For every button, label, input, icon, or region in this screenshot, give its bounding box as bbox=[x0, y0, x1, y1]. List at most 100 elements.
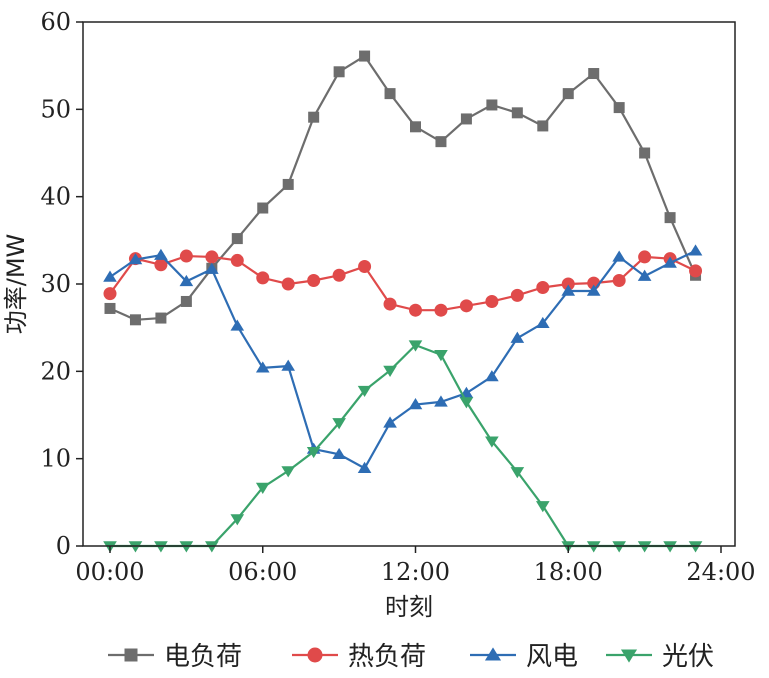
data-point-triangle-down bbox=[434, 350, 448, 362]
x-tick-label: 18:00 bbox=[534, 558, 603, 586]
data-point-square bbox=[460, 113, 472, 125]
data-point-triangle-up bbox=[332, 447, 346, 460]
data-point-triangle-up bbox=[637, 269, 652, 281]
data-point-circle bbox=[358, 260, 372, 274]
data-point-circle bbox=[332, 268, 346, 282]
data-point-triangle-up bbox=[612, 250, 626, 262]
data-point-triangle-up bbox=[561, 284, 576, 296]
data-point-square bbox=[639, 147, 651, 159]
data-point-square bbox=[104, 302, 116, 314]
data-point-triangle-up bbox=[255, 361, 270, 373]
legend: 电负荷 热负荷 风电 光伏 bbox=[108, 642, 714, 672]
data-point-circle bbox=[383, 297, 397, 311]
y-tick-label: 10 bbox=[40, 445, 71, 473]
legend-item-3: 风电 bbox=[470, 642, 578, 672]
data-point-circle bbox=[230, 253, 244, 267]
data-point-circle bbox=[459, 299, 473, 313]
data-point-triangle-down bbox=[306, 446, 321, 459]
series-1 bbox=[104, 50, 702, 326]
data-point-triangle-down bbox=[179, 541, 194, 553]
ticks-layer: 0 10 20 30 40 50 60 00:00 06:00 12:00 18:00 24:00 bbox=[40, 8, 755, 586]
y-tick-label: 50 bbox=[40, 95, 71, 123]
data-point-square bbox=[410, 121, 421, 133]
data-point-triangle-up bbox=[383, 416, 397, 428]
data-point-triangle-down bbox=[357, 385, 372, 398]
data-point-triangle-up bbox=[128, 253, 143, 265]
data-point-circle bbox=[179, 249, 193, 263]
data-point-triangle-down bbox=[408, 340, 423, 352]
data-point-circle bbox=[612, 274, 626, 288]
data-point-square bbox=[613, 102, 625, 114]
data-point-circle bbox=[510, 288, 524, 302]
y-axis-title: 功率/MW bbox=[2, 234, 30, 335]
data-point-square bbox=[562, 88, 574, 100]
data-point-triangle-up bbox=[434, 395, 448, 407]
plot-frame bbox=[82, 21, 736, 547]
data-point-triangle-down bbox=[281, 466, 296, 478]
y-tick-label: 20 bbox=[40, 357, 71, 385]
data-point-triangle-down bbox=[637, 541, 652, 553]
data-point-triangle-down bbox=[586, 541, 601, 553]
data-point-square bbox=[588, 68, 600, 80]
data-point-square bbox=[180, 295, 192, 307]
data-point-circle bbox=[307, 274, 321, 288]
data-point-circle bbox=[205, 250, 219, 264]
data-point-circle bbox=[154, 258, 168, 272]
data-point-triangle-down bbox=[230, 514, 245, 526]
series-line bbox=[109, 54, 697, 321]
data-point-circle bbox=[103, 287, 117, 301]
data-point-square bbox=[333, 66, 345, 78]
data-point-square bbox=[511, 107, 523, 119]
data-point-circle bbox=[561, 277, 575, 291]
data-point-square bbox=[129, 314, 141, 326]
legend-label: 电负荷 bbox=[164, 642, 242, 672]
data-point-circle bbox=[536, 280, 550, 294]
data-point-circle bbox=[434, 303, 448, 317]
data-point-square bbox=[435, 136, 447, 148]
data-point-triangle-up bbox=[103, 270, 117, 282]
data-point-triangle-up bbox=[230, 319, 245, 331]
data-point-triangle-down bbox=[383, 365, 397, 377]
data-point-triangle-up bbox=[154, 248, 168, 260]
data-point-triangle-down bbox=[612, 541, 626, 553]
data-point-circle bbox=[307, 647, 323, 663]
data-point-square bbox=[257, 202, 269, 214]
data-point-square bbox=[308, 111, 320, 123]
data-point-triangle-down bbox=[255, 482, 270, 494]
series-layer bbox=[103, 50, 703, 553]
x-tick-label: 06:00 bbox=[228, 558, 297, 586]
data-point-triangle-up bbox=[281, 359, 296, 371]
data-point-triangle-down bbox=[510, 467, 525, 479]
data-point-square bbox=[155, 312, 167, 324]
x-tick-label: 24:00 bbox=[686, 558, 755, 586]
legend-item-1: 电负荷 bbox=[108, 642, 242, 672]
data-point-triangle-down bbox=[688, 541, 703, 553]
legend-label: 风电 bbox=[526, 642, 578, 672]
x-tick-label: 12:00 bbox=[381, 558, 450, 586]
legend-item-2: 热负荷 bbox=[292, 642, 426, 672]
data-point-square bbox=[384, 88, 396, 100]
data-point-triangle-up bbox=[688, 244, 703, 256]
data-point-square bbox=[359, 50, 371, 62]
legend-label: 热负荷 bbox=[348, 642, 426, 672]
series-4 bbox=[103, 340, 703, 553]
data-point-triangle-down bbox=[205, 541, 219, 553]
legend-item-4: 光伏 bbox=[606, 642, 714, 672]
data-point-triangle-down bbox=[620, 649, 638, 663]
series-line bbox=[109, 254, 697, 312]
data-point-triangle-down bbox=[485, 436, 499, 448]
data-point-triangle-down bbox=[332, 418, 346, 430]
data-point-triangle-up bbox=[408, 398, 423, 410]
data-point-circle bbox=[689, 264, 703, 278]
data-point-triangle-up bbox=[357, 461, 372, 473]
data-point-square bbox=[537, 120, 549, 132]
x-tick-label: 00:00 bbox=[75, 558, 144, 586]
data-point-circle bbox=[256, 271, 270, 285]
data-point-circle bbox=[485, 294, 499, 308]
data-point-square bbox=[664, 212, 676, 224]
data-point-square bbox=[486, 99, 498, 111]
x-axis-title: 时刻 bbox=[385, 593, 433, 621]
data-point-triangle-up bbox=[205, 262, 219, 274]
data-point-triangle-down bbox=[663, 541, 677, 553]
